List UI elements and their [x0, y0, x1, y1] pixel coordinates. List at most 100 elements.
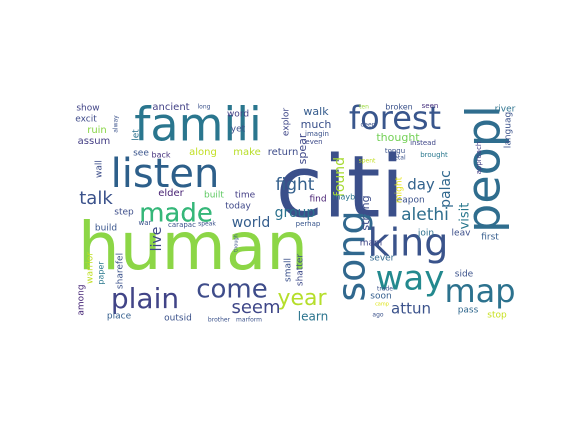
- word-broken: broken: [385, 103, 412, 112]
- word-place: place: [107, 312, 132, 322]
- word-speak: speak: [198, 221, 216, 228]
- word-sever: sever: [370, 254, 395, 264]
- word-time: time: [235, 191, 256, 201]
- word-mani: mani: [360, 239, 383, 249]
- word-learn: learn: [298, 310, 328, 324]
- word-metal: metal: [388, 155, 406, 162]
- word-famili: famili: [134, 98, 262, 152]
- word-stop: stop: [487, 311, 507, 321]
- word-though: though: [234, 234, 240, 252]
- word-see: see: [133, 149, 149, 159]
- word-citi: citi: [276, 137, 405, 237]
- word-carapac: carapac: [168, 221, 196, 229]
- word-tongu: tongu: [385, 147, 405, 155]
- word-way: way: [376, 259, 445, 299]
- word-trade: trade: [377, 286, 393, 293]
- word-warrior: warrior: [86, 252, 96, 284]
- word-let: let: [132, 129, 142, 141]
- word-group: group: [275, 205, 316, 221]
- word-much: much: [301, 118, 332, 131]
- word-day: day: [407, 176, 435, 194]
- word-yet: yet: [231, 125, 246, 135]
- word-weapon: weapon: [389, 196, 424, 206]
- word-long: long: [198, 104, 211, 111]
- word-perhap: perhap: [296, 220, 321, 228]
- word-deep: deep: [361, 122, 376, 129]
- word-instead: instead: [410, 139, 436, 147]
- word-small: small: [284, 258, 294, 282]
- word-mayb: mayb: [333, 193, 356, 202]
- word-build: build: [95, 224, 117, 234]
- word-languag: languag: [504, 112, 514, 148]
- word-step: step: [114, 208, 134, 218]
- word-marform: marform: [236, 317, 262, 324]
- word-ten: ten: [359, 104, 369, 111]
- word-camp: camp: [375, 302, 389, 308]
- word-first: first: [481, 233, 499, 243]
- word-made: made: [139, 199, 213, 229]
- word-listen: listen: [111, 151, 220, 197]
- word-shatter: shatter: [296, 254, 306, 287]
- word-visit: visit: [458, 203, 473, 230]
- word-world: world: [232, 215, 271, 231]
- word-elder: elder: [158, 188, 184, 199]
- word-return: return: [268, 147, 299, 158]
- word-side: side: [455, 270, 474, 280]
- word-word: word: [227, 110, 249, 120]
- word-alethi: alethi: [401, 205, 449, 225]
- word-come: come: [196, 275, 268, 305]
- word-year: year: [277, 286, 327, 311]
- word-war: war: [139, 219, 152, 227]
- word-join: join: [417, 229, 434, 239]
- word-soon: soon: [370, 292, 391, 302]
- word-paper: paper: [97, 261, 106, 285]
- word-plain: plain: [111, 282, 179, 315]
- word-live: live: [149, 227, 165, 252]
- word-human: human: [78, 208, 308, 285]
- word-seem: seem: [231, 297, 280, 318]
- word-among: among: [77, 284, 87, 315]
- word-made: made: [139, 199, 213, 229]
- word-palac: palac: [438, 170, 454, 208]
- word-back: back: [151, 151, 170, 160]
- word-built: built: [204, 191, 224, 201]
- word-outsid: outsid: [164, 314, 192, 324]
- word-today: today: [225, 202, 251, 212]
- word-spent: spent: [359, 158, 376, 165]
- word-leav: leav: [452, 229, 472, 239]
- word-fight: fight: [276, 175, 315, 195]
- word-find: find: [309, 195, 326, 205]
- word-explor: explor: [282, 108, 292, 136]
- word-ruin: ruin: [87, 125, 107, 136]
- word-might: might: [395, 176, 405, 203]
- word-wall: wall: [95, 160, 105, 178]
- word-sharefel: sharefel: [116, 253, 126, 289]
- word-ago: ago: [372, 312, 383, 319]
- word-walk: walk: [303, 105, 329, 118]
- word-imagin: imagin: [305, 130, 329, 138]
- word-map: map: [444, 272, 515, 310]
- word-along: along: [189, 147, 217, 158]
- word-brought: brought: [420, 151, 448, 159]
- word-alway: alway: [113, 115, 120, 133]
- word-seen: seen: [422, 102, 439, 110]
- word-king: king: [368, 221, 449, 265]
- word-assum: assum: [78, 136, 111, 147]
- word-peopl: peopl: [457, 105, 511, 233]
- word-strang: strang: [359, 195, 372, 230]
- word-pass: pass: [458, 306, 479, 316]
- word-approach: approach: [475, 142, 483, 175]
- word-attun: attun: [391, 300, 431, 318]
- word-river: river: [495, 105, 516, 115]
- word-thought: thought: [376, 131, 420, 144]
- word-brother: brother: [208, 317, 231, 324]
- word-make: make: [233, 147, 260, 158]
- word-ancient: ancient: [152, 102, 189, 113]
- word-forest: forest: [349, 99, 441, 137]
- word-spear: spear: [296, 133, 309, 164]
- word-found: found: [332, 157, 348, 197]
- word-excit: excit: [75, 115, 97, 125]
- word-song: song: [330, 210, 374, 301]
- word-talk: talk: [79, 188, 113, 209]
